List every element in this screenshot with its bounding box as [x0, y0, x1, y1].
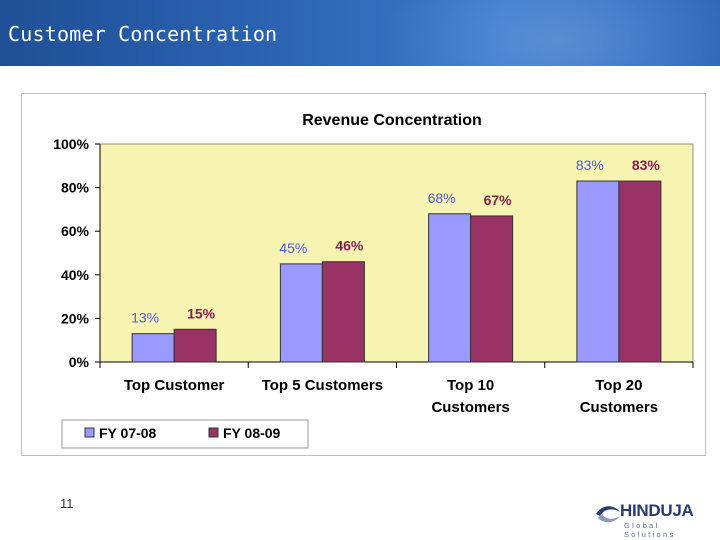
x-tick-label: Top 5 Customers [262, 377, 383, 394]
bar-fy-08-09 [618, 180, 662, 363]
data-label: 68% [428, 190, 456, 206]
data-label: 46% [335, 238, 364, 254]
x-tick-label: Customers [580, 399, 658, 416]
y-tick-label: 80% [61, 180, 90, 196]
legend-entry: FY 07-08 [99, 425, 157, 441]
logo-swoosh-icon [596, 506, 620, 523]
x-tick-label: Top 20 [595, 377, 642, 394]
y-tick-label: 60% [61, 223, 90, 239]
bar-fy-07-08 [428, 213, 472, 363]
data-label: 13% [131, 310, 159, 326]
bar-fy-07-08 [131, 333, 175, 363]
revenue-concentration-chart: Revenue Concentration 0% 20% 40% 60% 80% 100% 1… [53, 112, 694, 449]
x-tick-label: Customers [431, 399, 509, 416]
chart-title: Revenue Concentration [302, 112, 482, 129]
y-tick-label: 40% [61, 267, 90, 283]
bar-fy-08-09 [173, 328, 217, 363]
bar-fy-07-08 [576, 180, 620, 363]
logo-tagline: Global Solutions [624, 521, 676, 539]
data-label: 83% [632, 157, 661, 173]
slide-header: Customer Concentration [0, 0, 720, 66]
y-tick-label: 20% [61, 310, 90, 326]
x-tick-label: Top Customer [124, 377, 225, 394]
bar-fy-08-09 [321, 261, 365, 363]
company-logo: HINDUJA Global Solutions [594, 498, 714, 539]
data-label: 67% [484, 192, 513, 208]
data-label: 45% [279, 240, 307, 256]
logo-name: HINDUJA [620, 501, 694, 520]
bar-fy-07-08 [279, 263, 323, 363]
y-tick-label: 0% [69, 354, 90, 370]
slide-number: 11 [60, 496, 74, 511]
data-label: 83% [576, 157, 604, 173]
legend-swatch [208, 427, 219, 438]
header-glow [380, 0, 720, 66]
bar-fy-08-09 [470, 215, 514, 363]
x-tick-label: Top 10 [447, 377, 494, 394]
legend-entry: FY 08-09 [223, 425, 281, 441]
data-label: 15% [187, 305, 216, 321]
chart-frame: Revenue Concentration 0% 20% 40% 60% 80% 100% 1… [21, 93, 706, 456]
legend-box [61, 419, 309, 449]
slide-title: Customer Concentration [8, 22, 278, 46]
y-tick-label: 100% [53, 136, 89, 152]
legend-swatch [84, 427, 95, 438]
